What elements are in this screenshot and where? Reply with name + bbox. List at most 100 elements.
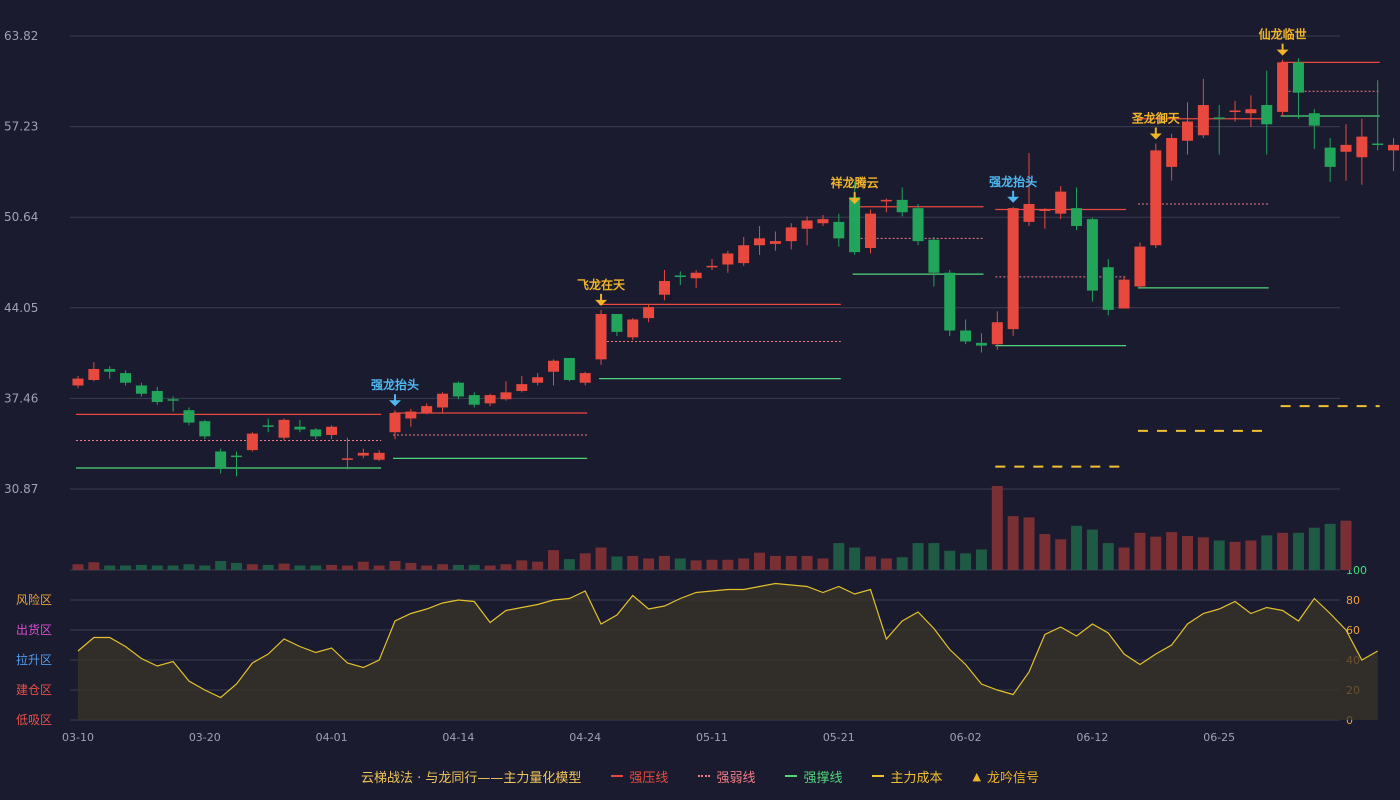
candle-body <box>1324 147 1336 167</box>
candle-body <box>1039 209 1051 212</box>
legend-item-strong-resist[interactable]: 强压线 <box>611 767 668 786</box>
candle-body <box>437 393 449 408</box>
volume-bar <box>231 562 242 570</box>
candle-body <box>880 199 892 202</box>
signal-arrow-icon <box>389 400 401 407</box>
volume-bar <box>1182 536 1193 570</box>
legend-label-resist: 强压线 <box>629 770 669 786</box>
x-tick-label: 04-01 <box>316 731 348 744</box>
candle-body <box>516 384 528 391</box>
volume-bar <box>183 564 195 570</box>
legend-item-main-cost[interactable]: 主力成本 <box>872 767 942 786</box>
volume-bar <box>262 564 274 570</box>
volume-bar <box>738 558 750 570</box>
volume-bar <box>548 550 559 570</box>
candle-body <box>817 219 829 224</box>
oscillator-zone-label: 低吸区 <box>16 713 52 727</box>
price-tick-label: 50.64 <box>4 210 38 224</box>
legend-item-signal[interactable]: ▲ 龙吟信号 <box>972 767 1038 786</box>
candle-body <box>627 319 639 338</box>
volume-bar <box>769 555 781 570</box>
volume-bar <box>389 561 401 570</box>
volume-bar <box>785 555 797 570</box>
volume-bar <box>1324 523 1336 570</box>
candle-body <box>215 451 227 468</box>
candle-body <box>1292 62 1304 93</box>
volume-bar <box>437 564 449 570</box>
candle-body <box>833 221 845 239</box>
volume-bar <box>595 547 607 570</box>
volume-bar <box>706 559 718 570</box>
candle-body <box>595 313 607 360</box>
candle-body <box>754 238 766 246</box>
volume-bar <box>294 565 306 570</box>
volume-bar <box>690 560 702 570</box>
volume-bar <box>1213 540 1225 570</box>
candle-body <box>1356 136 1368 158</box>
oscillator-zone-label: 拉升区 <box>16 652 52 667</box>
volume-bar <box>944 550 956 570</box>
candle-body <box>120 373 132 383</box>
candle-body <box>960 330 972 342</box>
x-tick-label: 04-14 <box>442 731 474 744</box>
candle-body <box>1134 246 1146 287</box>
candle-body <box>643 307 655 319</box>
volume-bar <box>341 565 353 570</box>
volume-bar <box>326 564 338 570</box>
triangle-icon: ▲ <box>972 769 981 783</box>
volume-bar <box>722 559 734 570</box>
volume-bar <box>1261 535 1273 570</box>
candle-body <box>1007 208 1019 330</box>
candle-body <box>1308 113 1320 126</box>
oscillator-area <box>78 583 1378 720</box>
volume-bar <box>1055 539 1067 570</box>
volume-bar <box>991 486 1003 570</box>
volume-bar <box>975 549 987 570</box>
volume-bar <box>643 558 655 570</box>
volume-bar <box>199 565 211 570</box>
candle-body <box>896 199 908 213</box>
candle-body <box>167 399 179 401</box>
volume-bar <box>1150 536 1162 570</box>
legend-swatch-support <box>785 775 798 777</box>
volume-bar <box>896 557 908 570</box>
candle-body <box>72 378 84 386</box>
candle-body <box>468 395 480 405</box>
signal-arrow-icon <box>595 299 608 306</box>
candle-body <box>1245 109 1257 114</box>
candle-body <box>421 406 433 413</box>
volume-bar <box>532 561 544 570</box>
candle-body <box>357 452 369 456</box>
volume-bar <box>1007 516 1019 570</box>
candle-body <box>563 357 575 380</box>
volume-bar <box>516 560 528 570</box>
candle-body <box>722 253 734 265</box>
candle-body <box>1023 204 1035 222</box>
candle-body <box>611 313 623 332</box>
legend-label-cost: 主力成本 <box>890 770 943 786</box>
volume-bar <box>1277 532 1289 570</box>
x-tick-label: 06-02 <box>950 731 982 744</box>
volume-bar <box>373 565 385 570</box>
candle-body <box>262 425 274 427</box>
x-tick-label: 04-24 <box>569 731 601 744</box>
candle-body <box>1055 191 1067 214</box>
volume-bar <box>658 555 670 570</box>
legend-item-strong-support[interactable]: 强撑线 <box>785 767 842 786</box>
volume-bar <box>1229 541 1241 570</box>
volume-bar <box>801 555 813 570</box>
legend-item-weak[interactable]: 强弱线 <box>698 767 755 786</box>
volume-bar <box>1166 532 1178 570</box>
volume-bar <box>880 558 892 570</box>
candle-body <box>1071 208 1083 226</box>
volume-bar <box>1308 527 1320 570</box>
price-tick-label: 44.05 <box>4 301 38 315</box>
volume-bar <box>1118 547 1130 570</box>
candle-body <box>500 392 512 400</box>
candle-body <box>1277 62 1289 112</box>
candle-body <box>865 213 876 248</box>
candle-body <box>1261 105 1273 125</box>
candle-body <box>183 410 195 423</box>
candle-body <box>1150 150 1162 246</box>
oscillator-zone-label: 出货区 <box>16 622 52 637</box>
